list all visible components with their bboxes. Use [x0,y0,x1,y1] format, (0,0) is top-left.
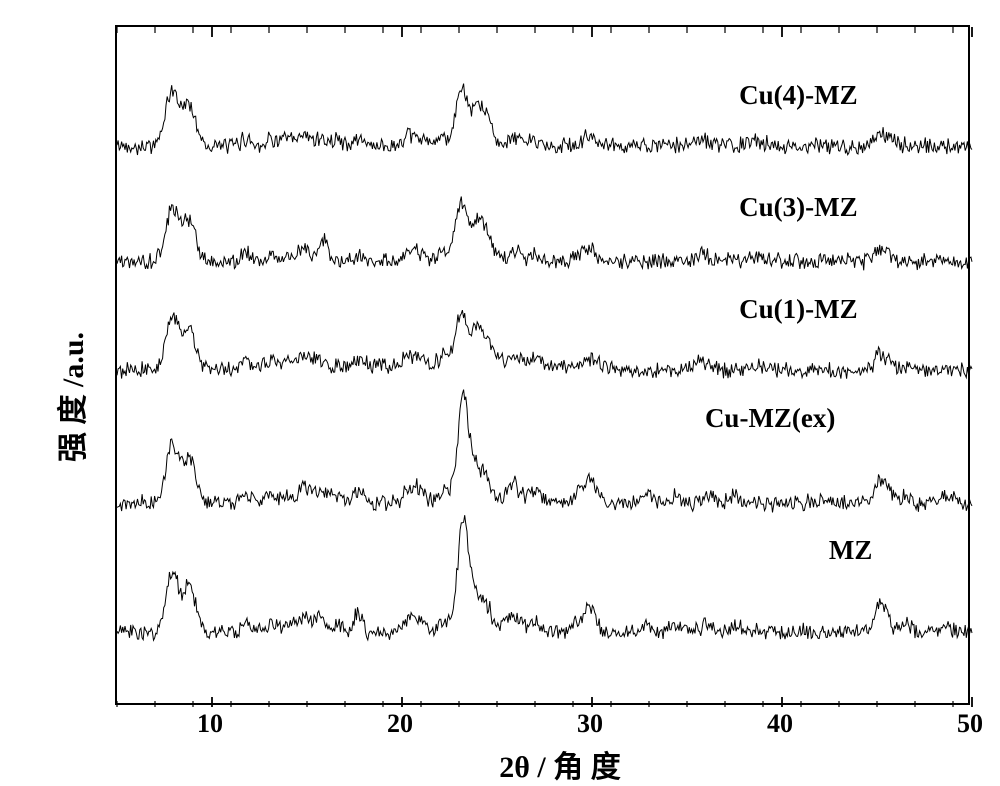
plot-area [115,25,970,705]
series-label-Cu(3)-MZ: Cu(3)-MZ [739,192,857,223]
x-tick-label: 20 [380,709,420,739]
series-label-Cu(4)-MZ: Cu(4)-MZ [739,80,857,111]
y-axis-label: 强 度 /a.u. [48,302,92,462]
xrd-trace-Cu-MZ(ex) [117,390,972,513]
xrd-figure: 强 度 /a.u. 2θ / 角 度 10 20 30 40 50 Cu(4)-MZ Cu(… [0,0,1000,785]
x-tick-label: 40 [760,709,800,739]
xrd-trace-MZ [117,515,972,640]
series-label-Cu-MZ(ex): Cu-MZ(ex) [705,403,835,434]
x-tick-label: 30 [570,709,610,739]
series-label-MZ: MZ [829,535,873,566]
x-axis-label: 2θ / 角 度 [440,742,680,786]
x-tick-label: 10 [190,709,230,739]
series-label-Cu(1)-MZ: Cu(1)-MZ [739,294,857,325]
plot-svg [117,27,972,707]
x-tick-label: 50 [950,709,990,739]
